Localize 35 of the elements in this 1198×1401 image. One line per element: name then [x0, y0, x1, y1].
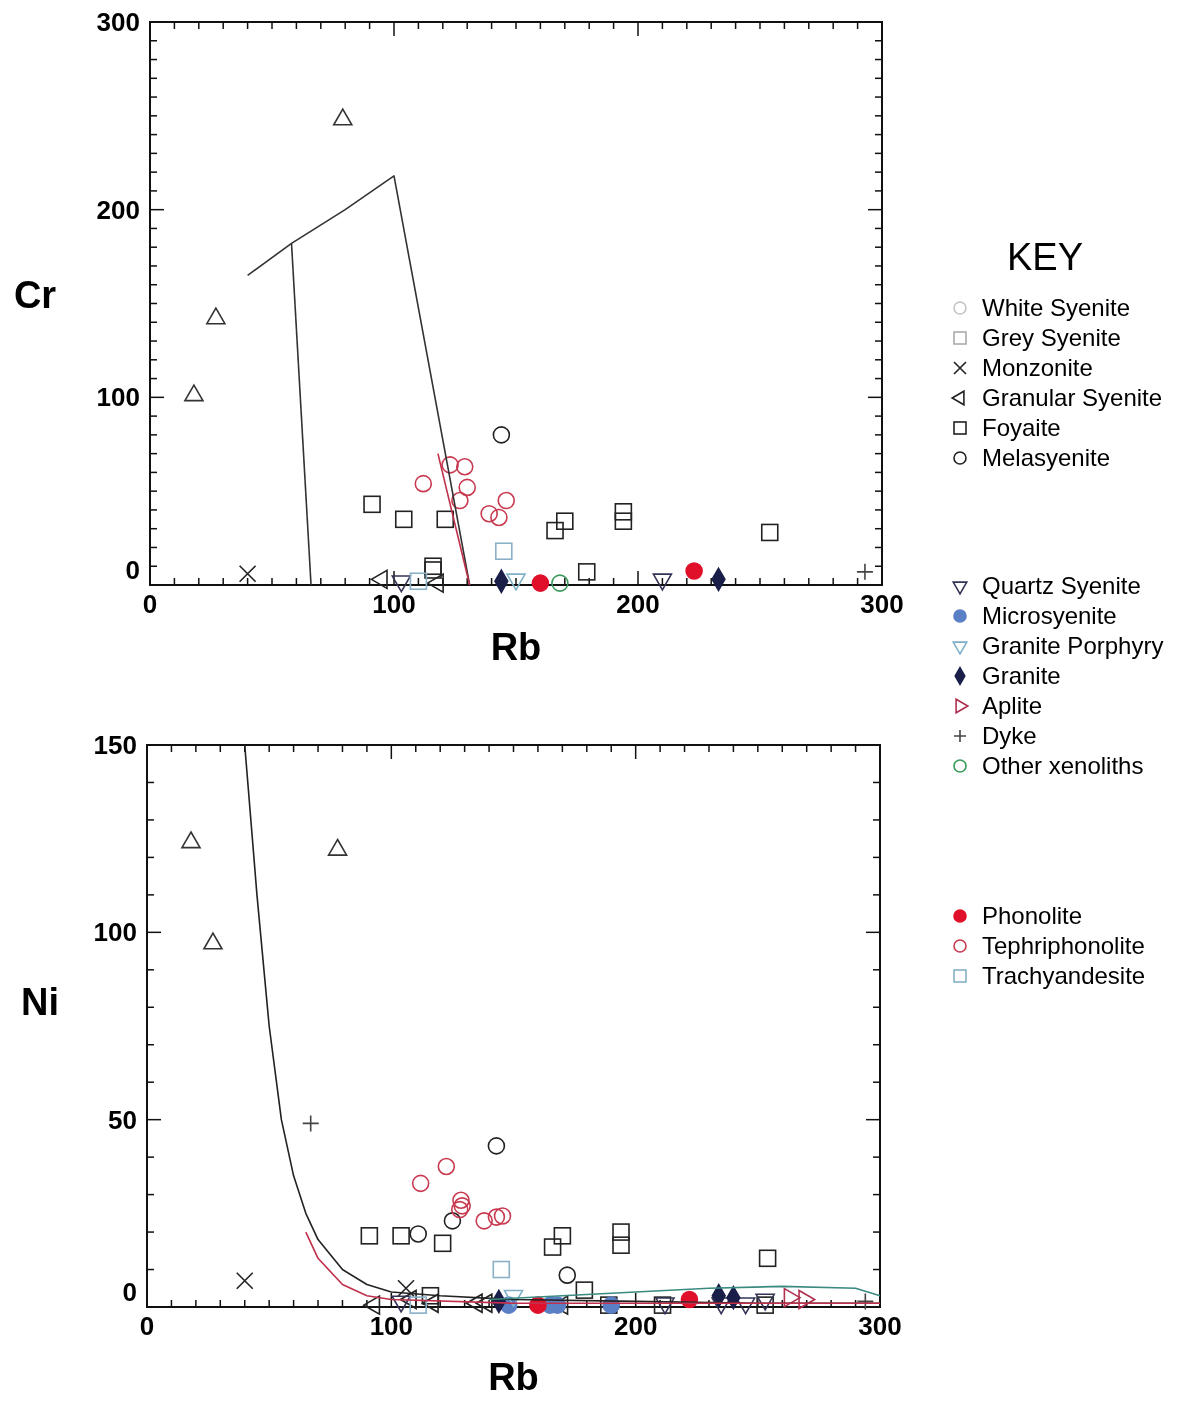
- legend-label: Granite: [982, 662, 1061, 689]
- y-axis-title: Ni: [21, 981, 59, 1023]
- legend-label: Microsyenite: [982, 602, 1117, 629]
- x-axis-title: Rb: [488, 1356, 539, 1398]
- legend-label: Tephriphonolite: [982, 932, 1145, 959]
- legend-label: Granular Syenite: [982, 384, 1163, 411]
- legend-label: Monzonite: [982, 354, 1093, 381]
- y-tick-label: 100: [93, 917, 137, 948]
- legend-label: Grey Syenite: [982, 324, 1121, 351]
- x-tick-label: 100: [369, 1311, 414, 1341]
- legend-label: Melasyenite: [982, 444, 1111, 471]
- legend-label: Aplite: [982, 692, 1043, 719]
- x-tick-label: 300: [860, 589, 904, 619]
- x-axis-title: Rb: [490, 626, 542, 668]
- y-tick-label: 0: [122, 1277, 137, 1307]
- y-tick-label: 0: [125, 555, 140, 585]
- legend-label: Trachyandesite: [982, 962, 1146, 989]
- legend-label: White Syenite: [982, 294, 1131, 321]
- legend-label: Phonolite: [982, 902, 1083, 929]
- legend-title: KEY: [1006, 236, 1084, 278]
- y-tick-label: 50: [108, 1104, 137, 1135]
- y-tick-label: 300: [96, 7, 140, 37]
- legend-label: Foyaite: [982, 414, 1061, 441]
- y-axis-title: Cr: [13, 274, 57, 316]
- x-tick-label: 100: [372, 589, 416, 619]
- legend-label: Other xenoliths: [982, 752, 1144, 779]
- x-tick-label: 200: [616, 589, 660, 619]
- legend-label: Dyke: [982, 722, 1037, 749]
- legend-label: Granite Porphyry: [982, 632, 1164, 659]
- y-tick-label: 100: [96, 382, 140, 413]
- y-tick-label: 200: [96, 194, 140, 225]
- x-tick-label: 300: [858, 1311, 902, 1341]
- x-tick-label: 200: [613, 1311, 658, 1341]
- legend-label: Quartz Syenite: [982, 572, 1141, 599]
- y-tick-label: 150: [93, 730, 137, 760]
